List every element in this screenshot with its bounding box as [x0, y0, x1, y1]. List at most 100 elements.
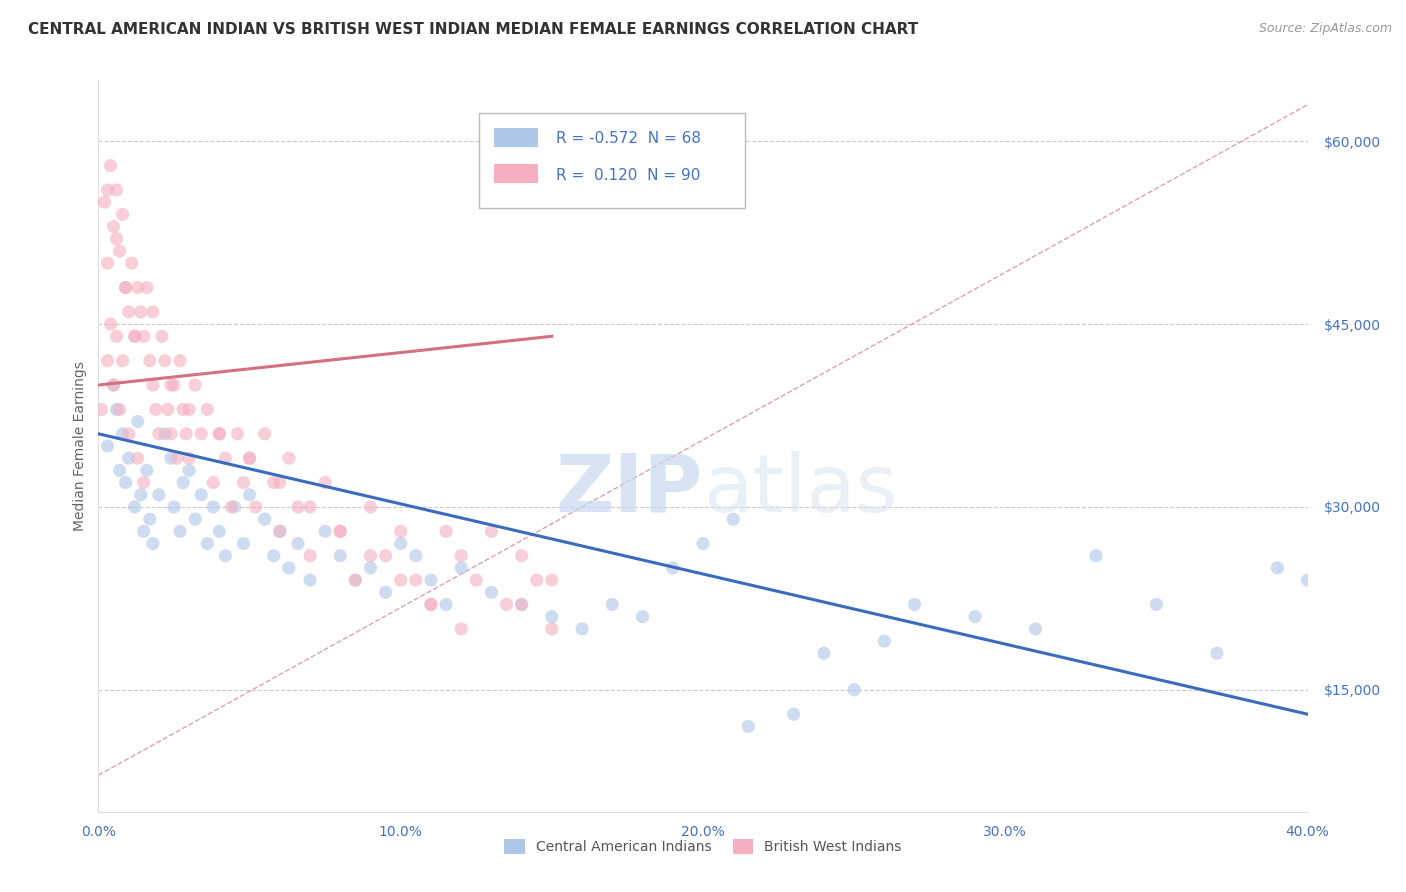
Point: [132, 475, 155, 490]
Point: [105, 183, 128, 197]
Point: [195, 536, 218, 550]
Point: [287, 536, 309, 550]
Point: [526, 573, 548, 587]
Point: [269, 475, 291, 490]
Point: [114, 280, 136, 294]
Point: [103, 378, 125, 392]
Point: [360, 561, 382, 575]
Point: [169, 353, 191, 368]
Point: [239, 451, 262, 466]
Point: [277, 451, 299, 466]
Point: [153, 426, 176, 441]
Point: [450, 622, 472, 636]
Point: [329, 549, 352, 563]
Point: [105, 232, 128, 246]
Point: [124, 329, 146, 343]
Text: R = -0.572  N = 68: R = -0.572 N = 68: [555, 131, 702, 146]
Point: [344, 573, 367, 587]
Point: [114, 280, 136, 294]
Point: [121, 256, 143, 270]
Point: [253, 512, 276, 526]
Point: [329, 524, 352, 539]
Point: [481, 524, 503, 539]
Point: [96, 256, 118, 270]
Point: [602, 598, 624, 612]
Point: [118, 305, 141, 319]
Point: [150, 329, 173, 343]
Point: [405, 549, 427, 563]
Point: [179, 451, 201, 466]
Point: [174, 426, 197, 441]
Point: [239, 451, 262, 466]
Point: [239, 488, 262, 502]
Point: [135, 280, 157, 294]
Point: [179, 402, 201, 417]
Point: [114, 475, 136, 490]
Point: [108, 463, 131, 477]
Point: [389, 524, 412, 539]
Point: [132, 329, 155, 343]
Point: [329, 524, 352, 539]
Point: [127, 280, 149, 294]
Point: [263, 549, 285, 563]
Text: atlas: atlas: [703, 450, 897, 529]
Point: [108, 402, 131, 417]
Point: [93, 195, 115, 210]
Point: [124, 500, 146, 514]
Point: [135, 463, 157, 477]
Point: [510, 549, 533, 563]
Point: [783, 707, 806, 722]
Point: [277, 561, 299, 575]
Point: [202, 500, 225, 514]
Point: [208, 524, 231, 539]
Y-axis label: Median Female Earnings: Median Female Earnings: [73, 361, 87, 531]
Text: Source: ZipAtlas.com: Source: ZipAtlas.com: [1258, 22, 1392, 36]
Point: [90, 402, 112, 417]
Point: [163, 378, 186, 392]
Point: [904, 598, 927, 612]
Point: [163, 500, 186, 514]
Point: [510, 598, 533, 612]
Point: [208, 426, 231, 441]
Point: [420, 598, 443, 612]
Point: [103, 378, 125, 392]
Point: [420, 573, 443, 587]
Point: [269, 524, 291, 539]
Point: [127, 415, 149, 429]
Point: [226, 426, 249, 441]
Point: [153, 353, 176, 368]
Point: [844, 682, 866, 697]
Point: [100, 317, 122, 331]
Point: [96, 353, 118, 368]
Point: [737, 719, 759, 733]
Point: [184, 378, 207, 392]
Point: [1024, 622, 1046, 636]
Point: [510, 598, 533, 612]
Point: [184, 512, 207, 526]
Point: [723, 512, 745, 526]
Point: [156, 402, 179, 417]
Point: [132, 524, 155, 539]
Point: [214, 549, 236, 563]
FancyBboxPatch shape: [494, 128, 538, 147]
Point: [118, 426, 141, 441]
Point: [420, 598, 443, 612]
Point: [179, 463, 201, 477]
Point: [434, 598, 457, 612]
Point: [169, 524, 191, 539]
Point: [142, 536, 165, 550]
Point: [105, 329, 128, 343]
Point: [1267, 561, 1289, 575]
Point: [190, 426, 212, 441]
Point: [1085, 549, 1108, 563]
Point: [1144, 598, 1167, 612]
Point: [96, 439, 118, 453]
Point: [129, 488, 152, 502]
Point: [692, 536, 714, 550]
Point: [450, 561, 472, 575]
Point: [374, 585, 396, 599]
Point: [139, 512, 162, 526]
Point: [148, 426, 170, 441]
Point: [344, 573, 367, 587]
Point: [263, 475, 285, 490]
